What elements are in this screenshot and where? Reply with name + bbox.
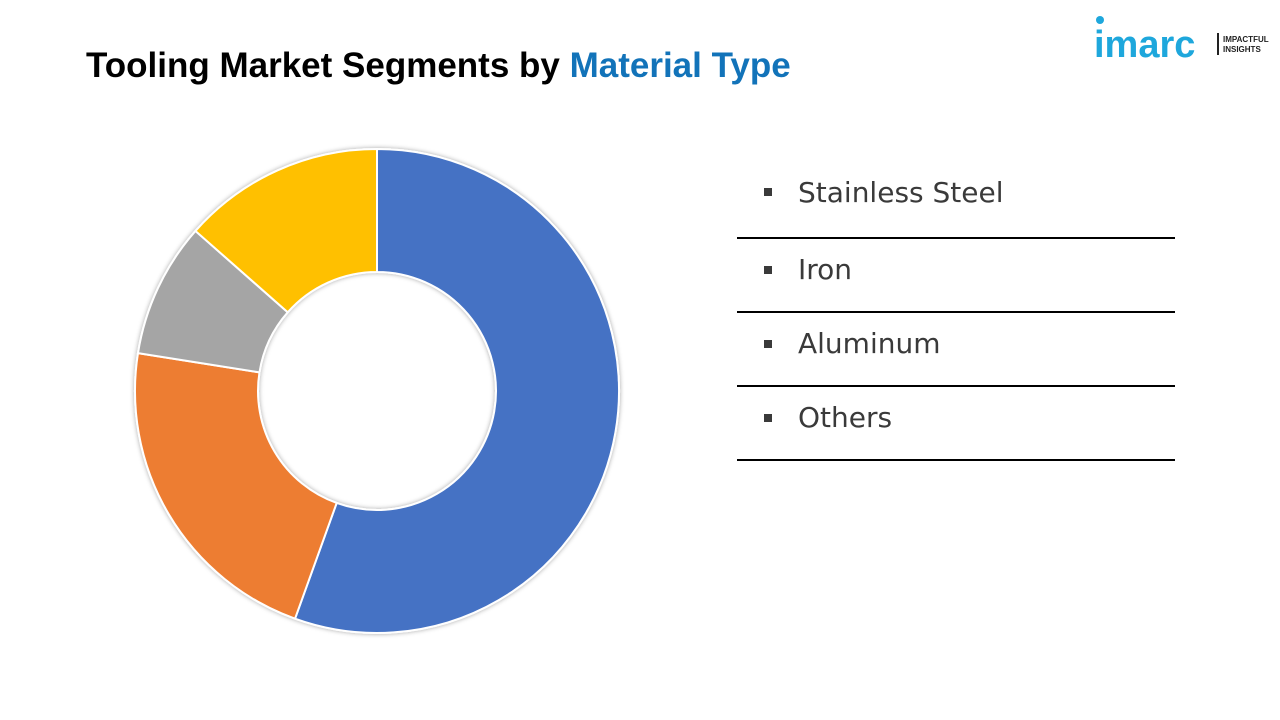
logo-brand: imarc [1094,24,1195,66]
donut-slice-stainless-steel [293,147,620,634]
legend-item: Stainless Steel [737,160,1175,239]
title-main-text: Tooling Market Segments by [86,46,570,85]
legend-bullet-icon [764,414,772,422]
donut-slice-others [194,147,378,314]
legend-label: Others [798,401,893,434]
logo-divider [1217,33,1219,55]
legend-bullet-icon [764,340,772,348]
logo-tagline-2: INSIGHTS [1223,45,1261,54]
logo-dot [1096,16,1104,24]
chart-legend: Stainless Steel Iron Aluminum Others [737,160,1175,461]
legend-item: Iron [737,239,1175,313]
donut-chart [134,147,620,634]
legend-item: Aluminum [737,313,1175,387]
imarc-logo: imarc IMPACTFUL INSIGHTS [1094,16,1269,66]
logo-tagline-1: IMPACTFUL [1223,35,1269,44]
legend-bullet-icon [764,266,772,274]
donut-slices [134,147,620,634]
legend-label: Stainless Steel [798,176,1004,209]
legend-bullet-icon [764,188,772,196]
legend-label: Iron [798,253,853,286]
title-accent-text: Material Type [569,46,791,85]
legend-label: Aluminum [798,327,941,360]
legend-item: Others [737,387,1175,461]
page-title: Tooling Market Segments by Material Type [86,46,791,86]
donut-slice-iron [134,351,338,620]
